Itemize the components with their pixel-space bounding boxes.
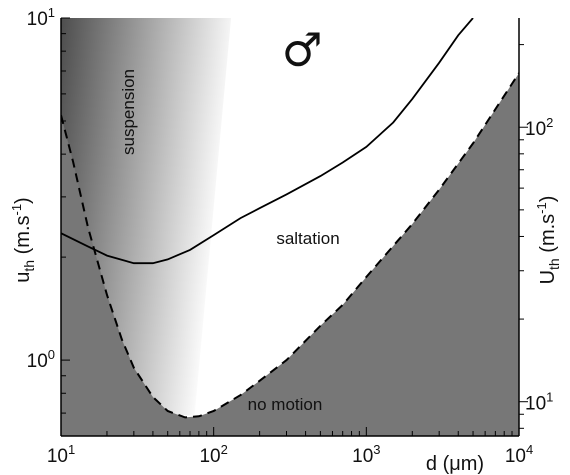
threshold-dashed-curve — [61, 72, 519, 419]
x-tick-label: 101 — [47, 442, 75, 467]
annotation-saltation: saltation — [276, 229, 339, 248]
right-y-tick-label: 101 — [525, 390, 553, 415]
x-axis-label: d (μm) — [426, 453, 484, 475]
y-tick-label: 101 — [27, 5, 55, 30]
threshold-solid-curve — [61, 18, 474, 265]
x-tick-label: 102 — [199, 442, 227, 467]
annotation-suspension: suspension — [119, 69, 138, 155]
annotation-no-motion: no motion — [248, 395, 323, 414]
axes — [60, 17, 528, 437]
no-motion-region — [61, 73, 519, 436]
right-y-tick-label: 102 — [525, 115, 553, 140]
x-tick-label: 103 — [352, 442, 380, 467]
y-tick-label: 100 — [27, 347, 55, 372]
male-symbol: ♂ — [281, 23, 322, 77]
plot-area — [61, 18, 519, 436]
y-axis-label: uth (m.s-1) — [9, 197, 37, 282]
right-y-axis-label: Uth (m.s-1) — [534, 196, 562, 285]
x-tick-label: 104 — [505, 442, 533, 467]
axis-labels: 101 102 103 104 100 101 101 102 d (μm) uth (m.s-1… — [9, 5, 562, 475]
